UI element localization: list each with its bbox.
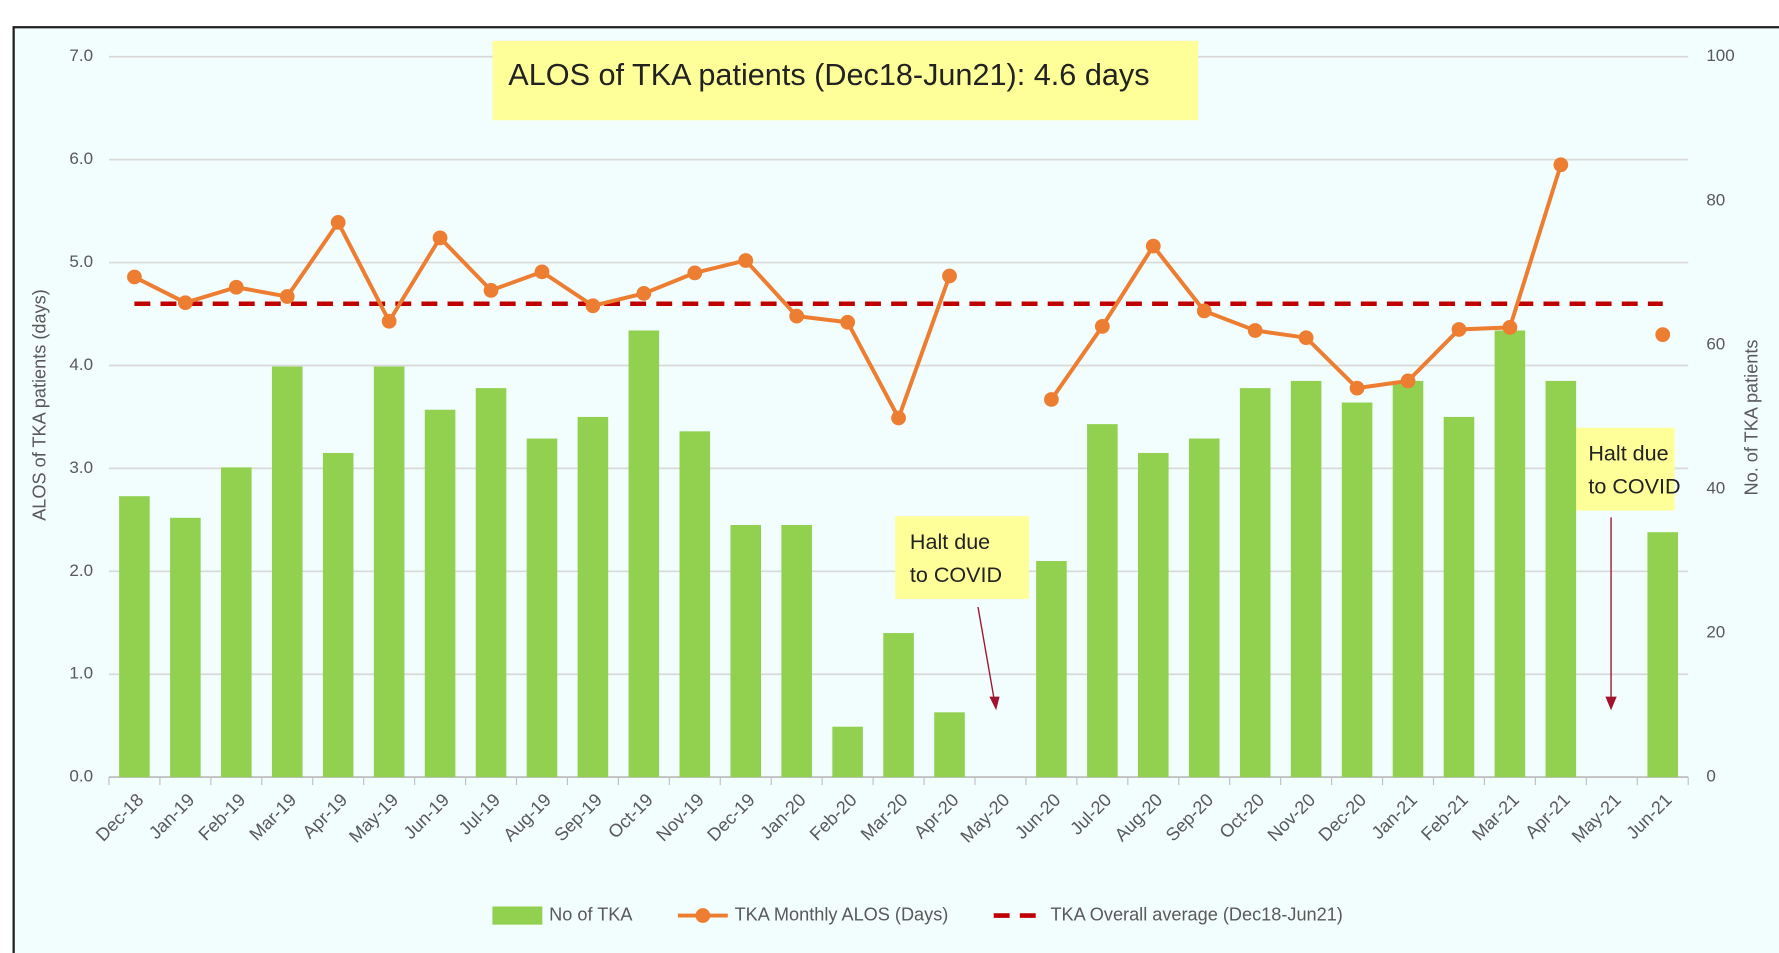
line-marker — [1349, 380, 1365, 396]
bar — [1138, 452, 1169, 778]
plot-frame — [12, 26, 1779, 953]
line-marker — [1400, 373, 1416, 389]
y2-tick-label: 80 — [1706, 190, 1725, 209]
line-marker — [330, 215, 346, 230]
line-marker — [1655, 327, 1671, 342]
bar — [679, 431, 711, 778]
annotation-text: Halt due — [1588, 441, 1668, 466]
line-marker — [738, 253, 754, 268]
bar — [424, 409, 456, 778]
chart-title: ALOS of TKA patients (Dec18-Jun21): 4.6 … — [508, 58, 1149, 92]
y2-tick-label: 20 — [1706, 623, 1725, 642]
y-axis-label: ALOS of TKA patients (days) — [30, 289, 50, 521]
bar — [526, 438, 558, 778]
bar — [1290, 380, 1322, 778]
y-tick-label: 7.0 — [69, 46, 93, 65]
y-tick-label: 6.0 — [69, 149, 93, 168]
annotation-text: Halt due — [910, 529, 990, 554]
line-marker — [381, 313, 397, 329]
line-marker — [1502, 320, 1518, 335]
legend-swatch — [492, 906, 543, 925]
annotation-text: to COVID — [910, 562, 1002, 587]
line-marker — [127, 269, 142, 285]
bar — [170, 517, 201, 778]
line-marker — [483, 282, 499, 298]
annotation-arrow — [977, 606, 995, 698]
y2-tick-label: 40 — [1706, 478, 1725, 497]
y-tick-label: 1.0 — [69, 664, 93, 683]
y2-tick-label: 0 — [1706, 767, 1715, 786]
line-marker — [1196, 303, 1212, 319]
bar — [577, 416, 609, 778]
annotation-box — [1574, 427, 1675, 511]
bar — [1239, 388, 1271, 778]
bar — [1087, 424, 1118, 778]
line-marker — [279, 289, 295, 304]
bar — [1443, 416, 1475, 778]
y-tick-label: 4.0 — [69, 355, 93, 374]
line-marker — [1298, 330, 1314, 346]
annotation-arrowhead — [989, 696, 1000, 711]
bar — [1188, 438, 1220, 778]
bar — [1494, 330, 1526, 778]
line-marker — [177, 295, 193, 311]
bar — [1341, 402, 1373, 778]
line-marker — [1247, 323, 1263, 338]
bar — [271, 366, 303, 778]
line-marker — [228, 279, 244, 295]
bar — [1392, 380, 1424, 778]
bar — [221, 467, 252, 778]
line-marker — [1044, 392, 1059, 407]
bar — [322, 452, 354, 778]
y-tick-label: 2.0 — [69, 561, 93, 580]
bar — [781, 525, 812, 778]
annotation-text: to COVID — [1588, 474, 1680, 499]
line-marker — [1553, 157, 1569, 173]
legend-swatch — [695, 908, 711, 923]
y2-axis-label: No. of TKA patients — [1742, 340, 1762, 496]
line-marker — [687, 265, 703, 281]
line-marker — [942, 268, 957, 284]
bar — [1036, 561, 1067, 778]
legend-label: TKA Overall average (Dec18-Jun21) — [1050, 904, 1342, 924]
bar — [119, 496, 150, 778]
bar — [1647, 532, 1679, 778]
line-marker — [840, 314, 856, 330]
bar — [934, 712, 965, 778]
bar — [1545, 380, 1577, 778]
bar — [475, 388, 507, 778]
y-tick-label: 3.0 — [69, 458, 93, 477]
y-tick-label: 0.0 — [69, 767, 93, 786]
line-marker — [585, 298, 601, 314]
line-marker — [789, 308, 805, 324]
bar — [883, 633, 914, 778]
annotation-arrowhead — [1605, 696, 1617, 711]
line-marker — [1145, 238, 1161, 254]
line-marker — [1094, 318, 1110, 334]
y-tick-label: 5.0 — [69, 252, 93, 271]
line-marker — [1451, 322, 1467, 337]
y2-tick-label: 100 — [1706, 46, 1734, 65]
bar — [730, 525, 762, 778]
legend-label: No of TKA — [549, 904, 633, 924]
y2-tick-label: 60 — [1706, 334, 1725, 353]
annotation-box — [895, 516, 1030, 600]
line-marker — [636, 286, 652, 301]
line-marker — [432, 230, 448, 246]
legend-label: TKA Monthly ALOS (Days) — [735, 904, 949, 924]
bar — [628, 330, 660, 778]
line-marker — [891, 410, 906, 426]
title-box — [492, 40, 1199, 121]
bar — [373, 366, 405, 778]
line-marker — [534, 264, 550, 280]
bar — [832, 726, 863, 778]
